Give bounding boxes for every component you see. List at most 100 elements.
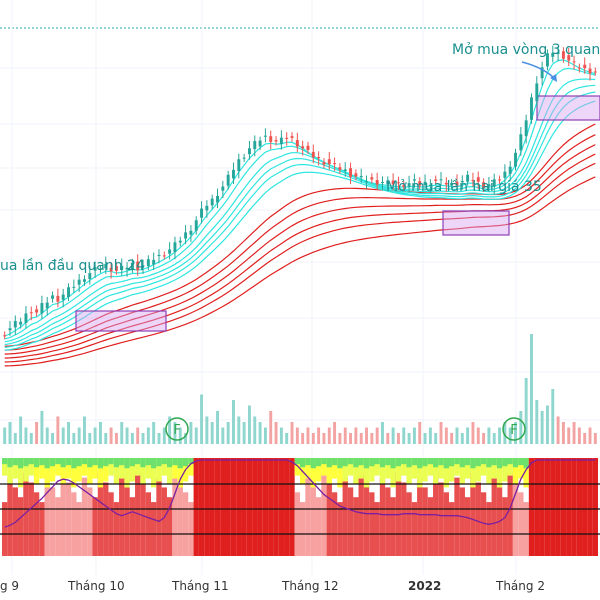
annotation-arrow-head [550,74,557,82]
osc-top-accent [129,458,136,467]
osc-top-accent [347,458,354,465]
candle-body [402,185,406,187]
osc-top-accent [2,458,8,465]
osc-bar [379,477,386,556]
osc-top-band [491,458,497,479]
volume-bar [232,400,235,444]
volume-bar [498,427,502,444]
candle-body [428,184,432,186]
osc-bar [518,492,524,556]
osc-top-band [124,458,130,488]
osc-bar [177,482,183,556]
candle-body [189,230,193,235]
osc-top-band [353,458,359,485]
osc-bar [374,502,380,556]
volume-bar [391,427,395,444]
volume-bar [423,433,427,444]
osc-bar [464,497,471,556]
candle-body [226,174,230,186]
volume-bar [258,422,262,444]
osc-top-accent [177,458,183,469]
osc-signal-line [4,459,596,528]
x-tick-label: Tháng 11 [171,579,229,593]
volume-bar [354,427,358,444]
candle-body [19,321,23,325]
volume-bar [476,427,480,444]
osc-bar [71,492,77,556]
candle-body [290,136,294,138]
osc-top-accent [459,458,465,468]
osc-top-accent [124,458,130,469]
osc-bar [39,502,45,556]
annotation-buy2: Mở mua lần hai giá 35 [386,179,542,195]
candle-body [8,328,12,331]
osc-top-accent [76,458,82,467]
candle-body [524,120,528,137]
osc-top-band [518,458,524,479]
volume-bar [242,422,246,444]
osc-top-accent [385,458,391,466]
osc-top-band [363,458,370,488]
osc-top-accent [406,458,412,468]
candle-body [338,167,342,170]
volume-bar [67,422,70,444]
volume-bar [508,427,512,444]
candle-body [322,162,326,165]
osc-top-band [305,458,311,479]
candle-body [434,179,438,181]
base-box [75,310,167,332]
volume-bar [418,422,422,444]
candle-body [237,159,241,172]
base-box [442,210,510,236]
volume-bar [460,433,464,444]
volume-bar [439,422,443,444]
osc-top-band [60,458,66,485]
osc-bar [427,497,434,556]
osc-top-accent [379,458,386,468]
candle-body [77,279,81,285]
osc-top-accent [353,458,359,468]
candle-body [535,83,539,102]
osc-bar [65,482,72,556]
x-tick-label: 2022 [408,579,441,593]
osc-bar [443,492,449,556]
candle-layer [3,45,597,340]
osc-top-band [161,458,167,476]
volume-bar [482,433,486,444]
osc-bar [470,472,476,556]
osc-bar [129,497,136,556]
candle-body [184,232,188,239]
osc-top-accent [507,458,513,465]
osc-top-band [512,458,519,485]
osc-bar [438,482,444,556]
osc-top-band [17,458,24,488]
volume-bar [412,427,416,444]
osc-bar [140,482,146,556]
osc-top-accent [438,458,444,466]
volume-bar [561,422,565,444]
osc-top-band [422,458,428,482]
candle-body [13,321,17,328]
candle-body [3,335,7,337]
volume-bar [125,427,129,444]
osc-bar [331,492,338,556]
osc-top-accent [151,458,157,469]
candle-body [56,295,60,302]
volume-bar [237,416,241,444]
osc-bar [587,458,593,556]
osc-bar [151,502,157,556]
candle-body [471,180,475,182]
osc-bar [459,487,465,556]
candle-body [295,140,299,147]
candle-body [439,179,443,181]
candle-body [503,171,507,178]
osc-bar [119,477,125,556]
candle-body [354,173,358,177]
candle-body [343,169,347,172]
osc-top-band [496,458,503,488]
osc-bar [103,482,109,556]
osc-top-accent [342,458,348,467]
osc-top-accent [113,458,120,468]
volume-bar [173,422,177,444]
osc-bar [363,482,370,556]
